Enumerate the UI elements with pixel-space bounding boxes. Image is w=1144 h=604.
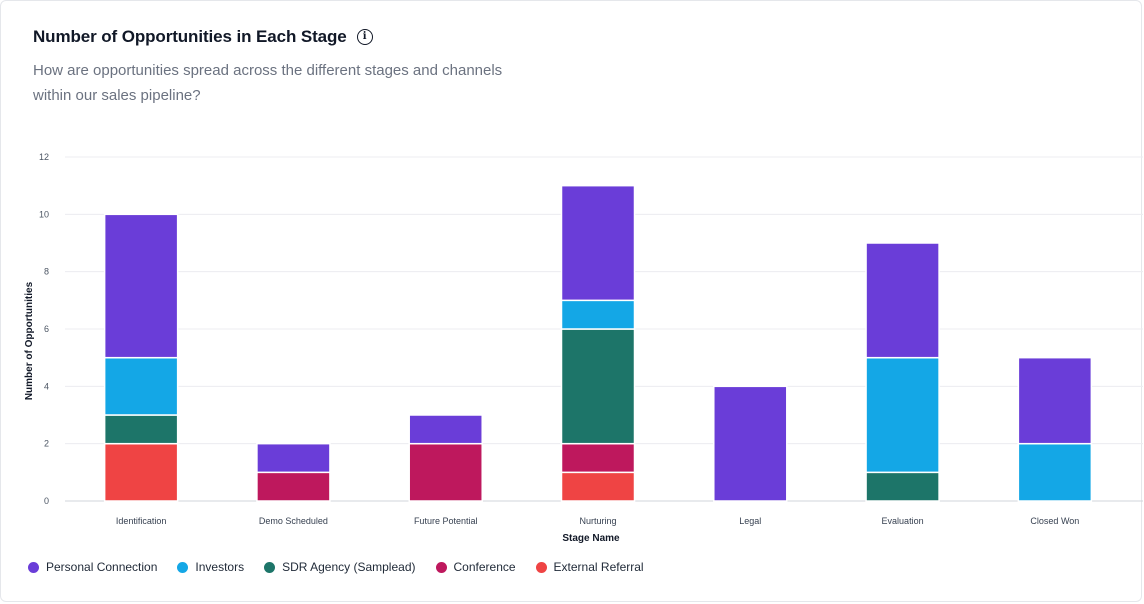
- x-tick-label: Identification: [116, 516, 167, 526]
- bar-segment[interactable]: [103, 356, 179, 416]
- legend-item[interactable]: Investors: [177, 560, 244, 574]
- bar-segment[interactable]: [560, 184, 636, 302]
- y-tick-label: 12: [39, 152, 49, 162]
- chart-title: Number of Opportunities in Each Stage: [33, 27, 347, 46]
- legend-swatch: [28, 561, 39, 573]
- y-tick-label: 10: [39, 209, 49, 219]
- info-icon[interactable]: i: [356, 29, 373, 45]
- x-tick-label: Demo Scheduled: [259, 516, 328, 526]
- y-tick-label: 6: [44, 324, 49, 334]
- y-tick-label: 0: [44, 496, 49, 506]
- legend-swatch: [177, 561, 189, 573]
- bar-segment[interactable]: [1017, 356, 1093, 445]
- bar-segment[interactable]: [103, 442, 179, 502]
- legend-item[interactable]: External Referral: [535, 560, 644, 574]
- bar-segment[interactable]: [1017, 442, 1093, 502]
- bar-segment[interactable]: [103, 213, 179, 359]
- bar-segment[interactable]: [560, 471, 636, 502]
- x-tick-label: Closed Won: [1030, 516, 1079, 526]
- legend-label: SDR Agency (Samplead): [282, 560, 416, 574]
- y-axis-label: Number of Opportunities: [24, 281, 35, 400]
- y-tick-label: 4: [44, 381, 49, 391]
- legend-item[interactable]: SDR Agency (Samplead): [264, 560, 416, 574]
- legend-label: Conference: [453, 560, 516, 574]
- bar-segment[interactable]: [713, 385, 788, 502]
- title-row: Number of Opportunities in Each Stage i: [33, 27, 373, 47]
- x-tick-label: Legal: [739, 516, 761, 526]
- bar-segment[interactable]: [256, 471, 331, 502]
- legend-swatch: [535, 561, 547, 573]
- legend-label: Personal Connection: [46, 560, 158, 574]
- chart-subtitle: How are opportunities spread across the …: [33, 62, 503, 104]
- x-tick-label: Nurturing: [579, 516, 616, 526]
- bar-segment[interactable]: [560, 299, 636, 330]
- bar-segment[interactable]: [408, 414, 483, 445]
- legend-swatch: [435, 561, 447, 573]
- bar-segment[interactable]: [865, 356, 940, 474]
- bar-segment[interactable]: [560, 442, 636, 474]
- legend-label: Investors: [195, 560, 245, 574]
- bar-segment[interactable]: [408, 442, 483, 502]
- legend-swatch: [264, 561, 276, 573]
- chart-legend: Personal Connection Investors SDR Agency (…: [28, 560, 644, 574]
- bar-segment[interactable]: [256, 442, 331, 474]
- chart-area: 0 2 4 6 8 10 12 Number of Opportunities Identifi…: [1, 146, 1143, 551]
- bar-segment[interactable]: [865, 242, 940, 359]
- y-tick-label: 2: [44, 439, 49, 449]
- bar-segment[interactable]: [103, 414, 179, 445]
- legend-item[interactable]: Personal Connection: [28, 560, 157, 574]
- x-tick-label: Evaluation: [882, 516, 924, 526]
- bar-segment[interactable]: [560, 328, 636, 445]
- x-axis-label: Stage Name: [562, 533, 620, 544]
- y-tick-label: 8: [44, 267, 49, 277]
- legend-item[interactable]: Conference: [435, 560, 516, 574]
- legend-label: External Referral: [553, 560, 644, 574]
- bar-segment[interactable]: [865, 471, 940, 502]
- x-tick-label: Future Potential: [414, 516, 478, 526]
- stacked-bar-chart: 0 2 4 6 8 10 12 Number of Opportunities Identifi…: [24, 152, 1143, 544]
